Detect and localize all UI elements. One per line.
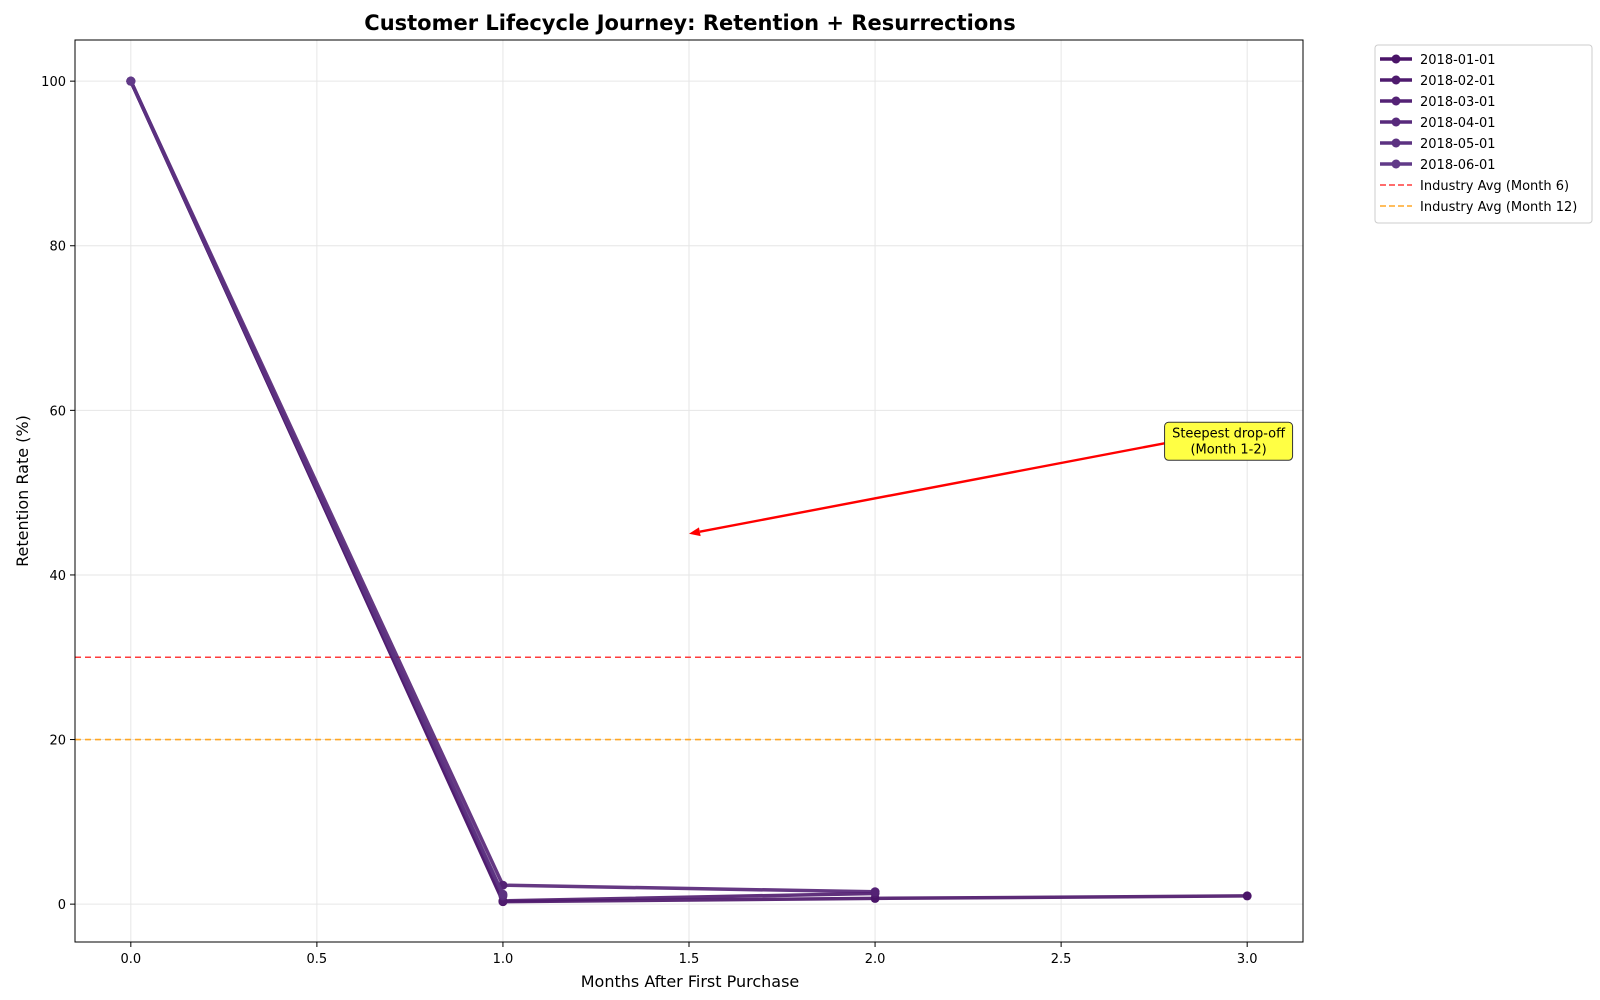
y-tick-label: 0 [58,898,66,913]
data-point [498,889,508,899]
legend-label: 2018-04-01 [1420,116,1496,131]
grid-layer [75,40,1303,942]
annotation-arrow [699,442,1165,533]
legend-marker [1391,96,1401,106]
legend-marker [1391,138,1401,148]
x-tick-label: 2.0 [865,952,886,967]
axis-ticks: 0.0 0.5 1.0 1.5 2.0 2.5 3.0 0 20 40 60 80 100 [41,75,1257,967]
legend-label: Industry Avg (Month 12) [1420,200,1577,215]
x-tick-label: 0.5 [307,952,328,967]
legend-label: 2018-01-01 [1420,53,1496,68]
legend-label: 2018-05-01 [1420,137,1496,152]
series-line [129,80,505,895]
legend-box [1374,44,1593,224]
legend-label: Industry Avg (Month 6) [1420,179,1569,194]
y-tick-label: 60 [49,404,66,419]
data-point [870,887,880,897]
legend-marker [1391,54,1401,64]
legend-label: 2018-06-01 [1420,158,1496,173]
x-tick-label: 1.5 [679,952,700,967]
x-tick-label: 3.0 [1237,952,1258,967]
legend-marker [1391,159,1401,169]
legend-marker [1391,117,1401,127]
y-tick-label: 100 [41,75,66,90]
annotation: Steepest drop-off (Month 1-2) [689,421,1294,537]
legend: 2018-01-01 2018-02-01 2018-03-01 2018-04-01… [1374,44,1593,224]
annotation-text-line2: (Month 1-2) [1190,442,1266,457]
data-point [126,76,136,86]
chart-title: Customer Lifecycle Journey: Retention + … [364,11,1015,35]
y-axis-title: Retention Rate (%) [13,415,32,567]
annotation-arrowhead [689,527,701,537]
annotation-text-line1: Steepest drop-off [1172,426,1286,441]
legend-label: 2018-02-01 [1420,74,1496,89]
series-layer [126,76,1252,907]
y-tick-label: 80 [49,240,66,255]
legend-marker [1391,75,1401,85]
y-tick-label: 40 [49,569,66,584]
annotation-box [1164,421,1294,461]
legend-label: 2018-03-01 [1420,95,1496,110]
reference-lines [75,656,1303,741]
x-axis-title: Months After First Purchase [581,972,800,991]
y-tick-label: 20 [49,734,66,749]
data-point [1242,891,1252,901]
x-tick-label: 0.0 [120,952,141,967]
x-tick-label: 2.5 [1051,952,1072,967]
x-tick-label: 1.0 [493,952,514,967]
